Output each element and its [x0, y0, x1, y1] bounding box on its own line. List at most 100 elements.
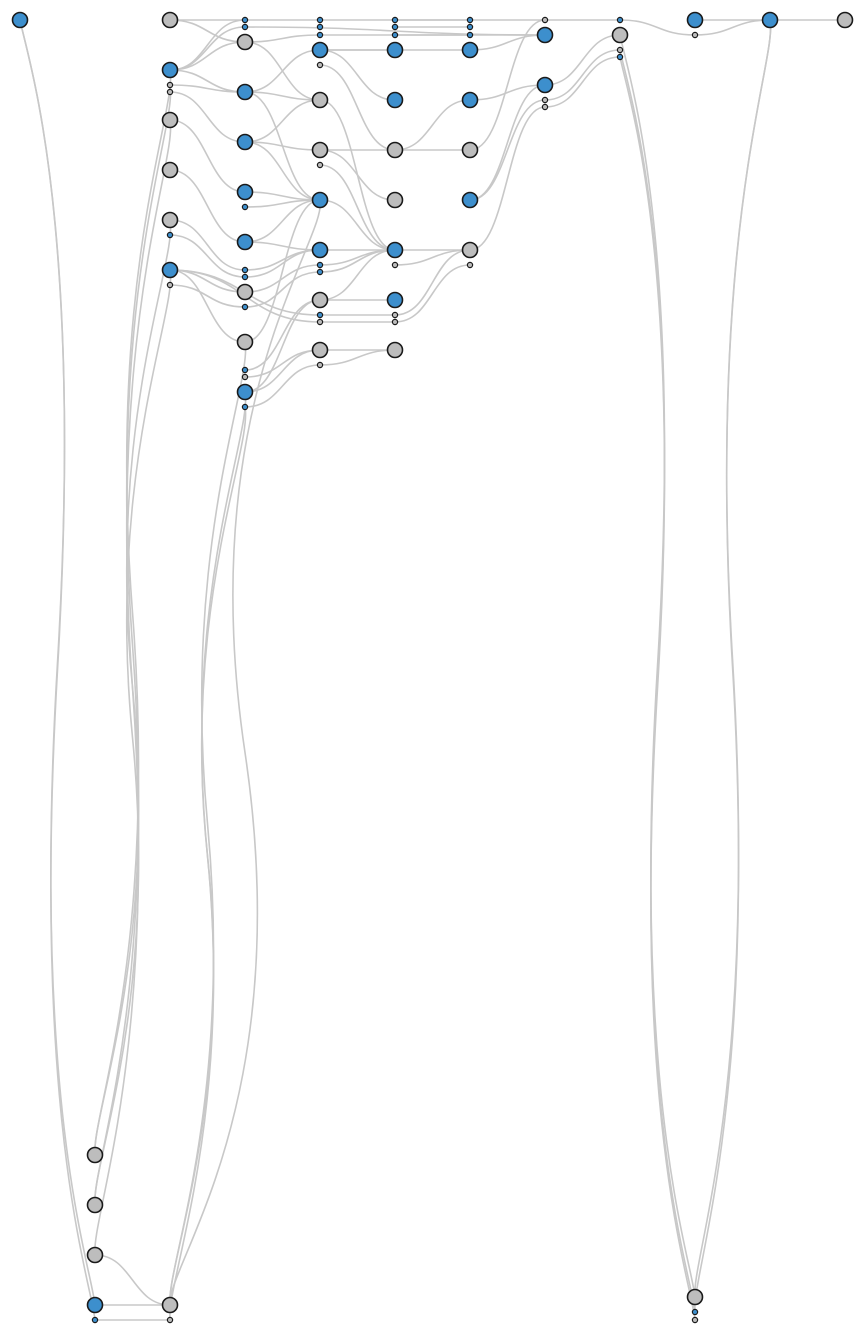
port-dot-23	[316, 261, 324, 269]
link-edge-45	[244, 349, 321, 393]
link-edge-47	[244, 299, 321, 393]
link-edge-75	[469, 84, 546, 201]
port-dot-18	[241, 203, 249, 211]
node-n29	[461, 41, 479, 59]
link-edge-70	[394, 264, 471, 323]
node-n6	[161, 261, 179, 279]
port-dot-43	[691, 1316, 699, 1324]
link-edge-58	[319, 249, 396, 273]
port-dot-33	[241, 366, 249, 374]
link-edge-26	[244, 34, 321, 43]
link-edge-23	[169, 284, 246, 308]
link-edge-16	[169, 69, 246, 93]
port-dot-10	[466, 31, 474, 39]
link-edge-64	[319, 349, 396, 366]
long-edge-1	[19, 19, 96, 1321]
link-edge-9	[469, 34, 546, 51]
port-dot-22	[166, 281, 174, 289]
node-n16	[311, 91, 329, 109]
port-dot-26	[466, 261, 474, 269]
link-edge-77	[469, 106, 546, 251]
node-n30	[461, 91, 479, 109]
link-edge-35	[244, 199, 321, 208]
link-edge-54	[319, 164, 396, 251]
link-edge-68	[394, 249, 471, 266]
link-edge-2	[619, 19, 696, 36]
node-n19	[311, 241, 329, 259]
link-edge-12	[169, 26, 246, 71]
port-dot-28	[316, 311, 324, 319]
node-n15	[311, 41, 329, 59]
port-dot-35	[241, 403, 249, 411]
port-dot-19	[166, 231, 174, 239]
node-n1	[161, 11, 179, 29]
node-n42	[86, 1246, 104, 1264]
port-dot-42	[691, 1308, 699, 1316]
node-n14	[236, 383, 254, 401]
link-edge-53	[319, 149, 396, 201]
node-n5	[161, 211, 179, 229]
port-dot-5	[391, 16, 399, 24]
node-n35	[536, 76, 554, 94]
node-n9	[236, 133, 254, 151]
link-edge-81	[544, 56, 621, 108]
link-edge-39	[244, 249, 321, 278]
link-edge-79	[544, 34, 621, 86]
link-edge-44	[244, 349, 321, 378]
node-n2	[161, 61, 179, 79]
node-n32	[461, 191, 479, 209]
node-n20	[311, 291, 329, 309]
link-edge-19	[169, 219, 246, 271]
node-n24	[386, 141, 404, 159]
node-n38	[761, 11, 779, 29]
port-dot-9	[466, 23, 474, 31]
port-dot-34	[241, 373, 249, 381]
node-n3	[161, 111, 179, 129]
node-n34	[536, 26, 554, 44]
long-edge-15	[694, 19, 772, 1313]
port-dot-40	[91, 1316, 99, 1324]
port-dot-16	[316, 61, 324, 69]
link-edge-66	[394, 99, 471, 151]
link-edge-17	[169, 119, 246, 193]
link-edge-10	[169, 19, 246, 43]
port-dot-32	[316, 361, 324, 369]
port-dot-36	[541, 96, 549, 104]
node-n26	[386, 241, 404, 259]
node-n0	[11, 11, 29, 29]
link-edge-20	[169, 234, 246, 278]
bottom-edge-2	[94, 1254, 171, 1306]
link-edge-55	[319, 199, 396, 251]
link-edge-31	[244, 99, 321, 143]
link-edge-28	[244, 49, 321, 93]
port-dot-38	[616, 46, 624, 54]
link-edge-32	[244, 141, 321, 201]
node-n40	[86, 1146, 104, 1164]
node-n23	[386, 91, 404, 109]
long-edge-9	[169, 406, 247, 1306]
node-n45	[686, 1288, 704, 1306]
node-n25	[386, 191, 404, 209]
node-n36	[611, 26, 629, 44]
link-edge-78	[469, 19, 546, 151]
node-n8	[236, 83, 254, 101]
port-dot-0	[241, 16, 249, 24]
port-dot-24	[316, 268, 324, 276]
port-dot-13	[691, 31, 699, 39]
link-edge-29	[244, 91, 321, 101]
long-edge-7	[169, 341, 247, 1306]
node-n27	[386, 291, 404, 309]
link-edge-60	[319, 249, 396, 301]
long-edge-6	[94, 269, 172, 1206]
long-edge-11	[619, 34, 696, 1298]
node-n44	[161, 1296, 179, 1314]
port-dot-17	[316, 161, 324, 169]
node-n22	[386, 41, 404, 59]
node-n7	[236, 33, 254, 51]
link-edge-50	[319, 64, 396, 151]
port-dot-29	[316, 318, 324, 326]
link-edge-41	[244, 271, 321, 308]
long-edge-5	[94, 219, 172, 1156]
node-layer	[11, 11, 854, 1314]
long-edge-10	[169, 199, 322, 1306]
